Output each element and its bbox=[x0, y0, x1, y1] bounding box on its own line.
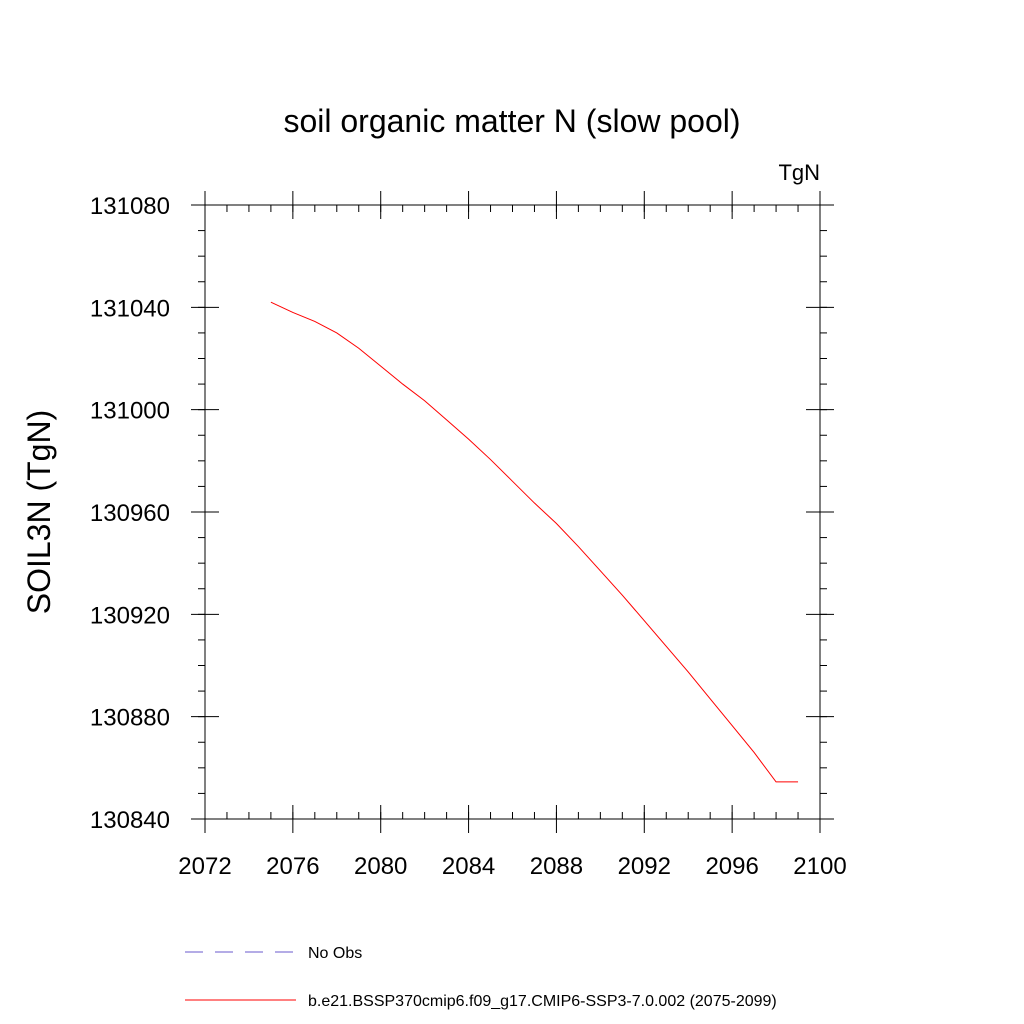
y-tick-label: 131080 bbox=[90, 193, 170, 220]
axis-ticks bbox=[191, 191, 834, 833]
axis-tick-labels: 2072 2076 2080 2084 2088 2092 2096 2100 130840 13… bbox=[90, 193, 847, 880]
legend-label-1: b.e21.BSSP370cmip6.f09_g17.CMIP6-SSP3-7.… bbox=[308, 993, 777, 1010]
y-tick-label: 130880 bbox=[90, 705, 170, 732]
y-tick-label: 130840 bbox=[90, 807, 170, 834]
chart-title: soil organic matter N (slow pool) bbox=[283, 103, 740, 139]
x-tick-label: 2100 bbox=[793, 853, 846, 880]
legend: No Obs b.e21.BSSP370cmip6.f09_g17.CMIP6-S… bbox=[185, 945, 777, 1010]
y-tick-label: 131000 bbox=[90, 398, 170, 425]
series-line-1 bbox=[270, 301, 799, 783]
x-tick-label: 2080 bbox=[354, 853, 407, 880]
x-tick-label: 2076 bbox=[266, 853, 319, 880]
y-tick-label: 131040 bbox=[90, 295, 170, 322]
x-tick-label: 2084 bbox=[442, 853, 495, 880]
series-layer bbox=[270, 301, 799, 783]
y-tick-label: 130960 bbox=[90, 500, 170, 527]
x-tick-label: 2096 bbox=[705, 853, 758, 880]
units-label: TgN bbox=[778, 160, 820, 185]
x-tick-label: 2072 bbox=[178, 853, 231, 880]
x-tick-label: 2092 bbox=[618, 853, 671, 880]
legend-label-0: No Obs bbox=[308, 945, 362, 962]
y-axis-label: SOIL3N (TgN) bbox=[21, 410, 57, 614]
x-tick-label: 2088 bbox=[530, 853, 583, 880]
plot-frame bbox=[204, 204, 821, 820]
y-tick-label: 130920 bbox=[90, 602, 170, 629]
